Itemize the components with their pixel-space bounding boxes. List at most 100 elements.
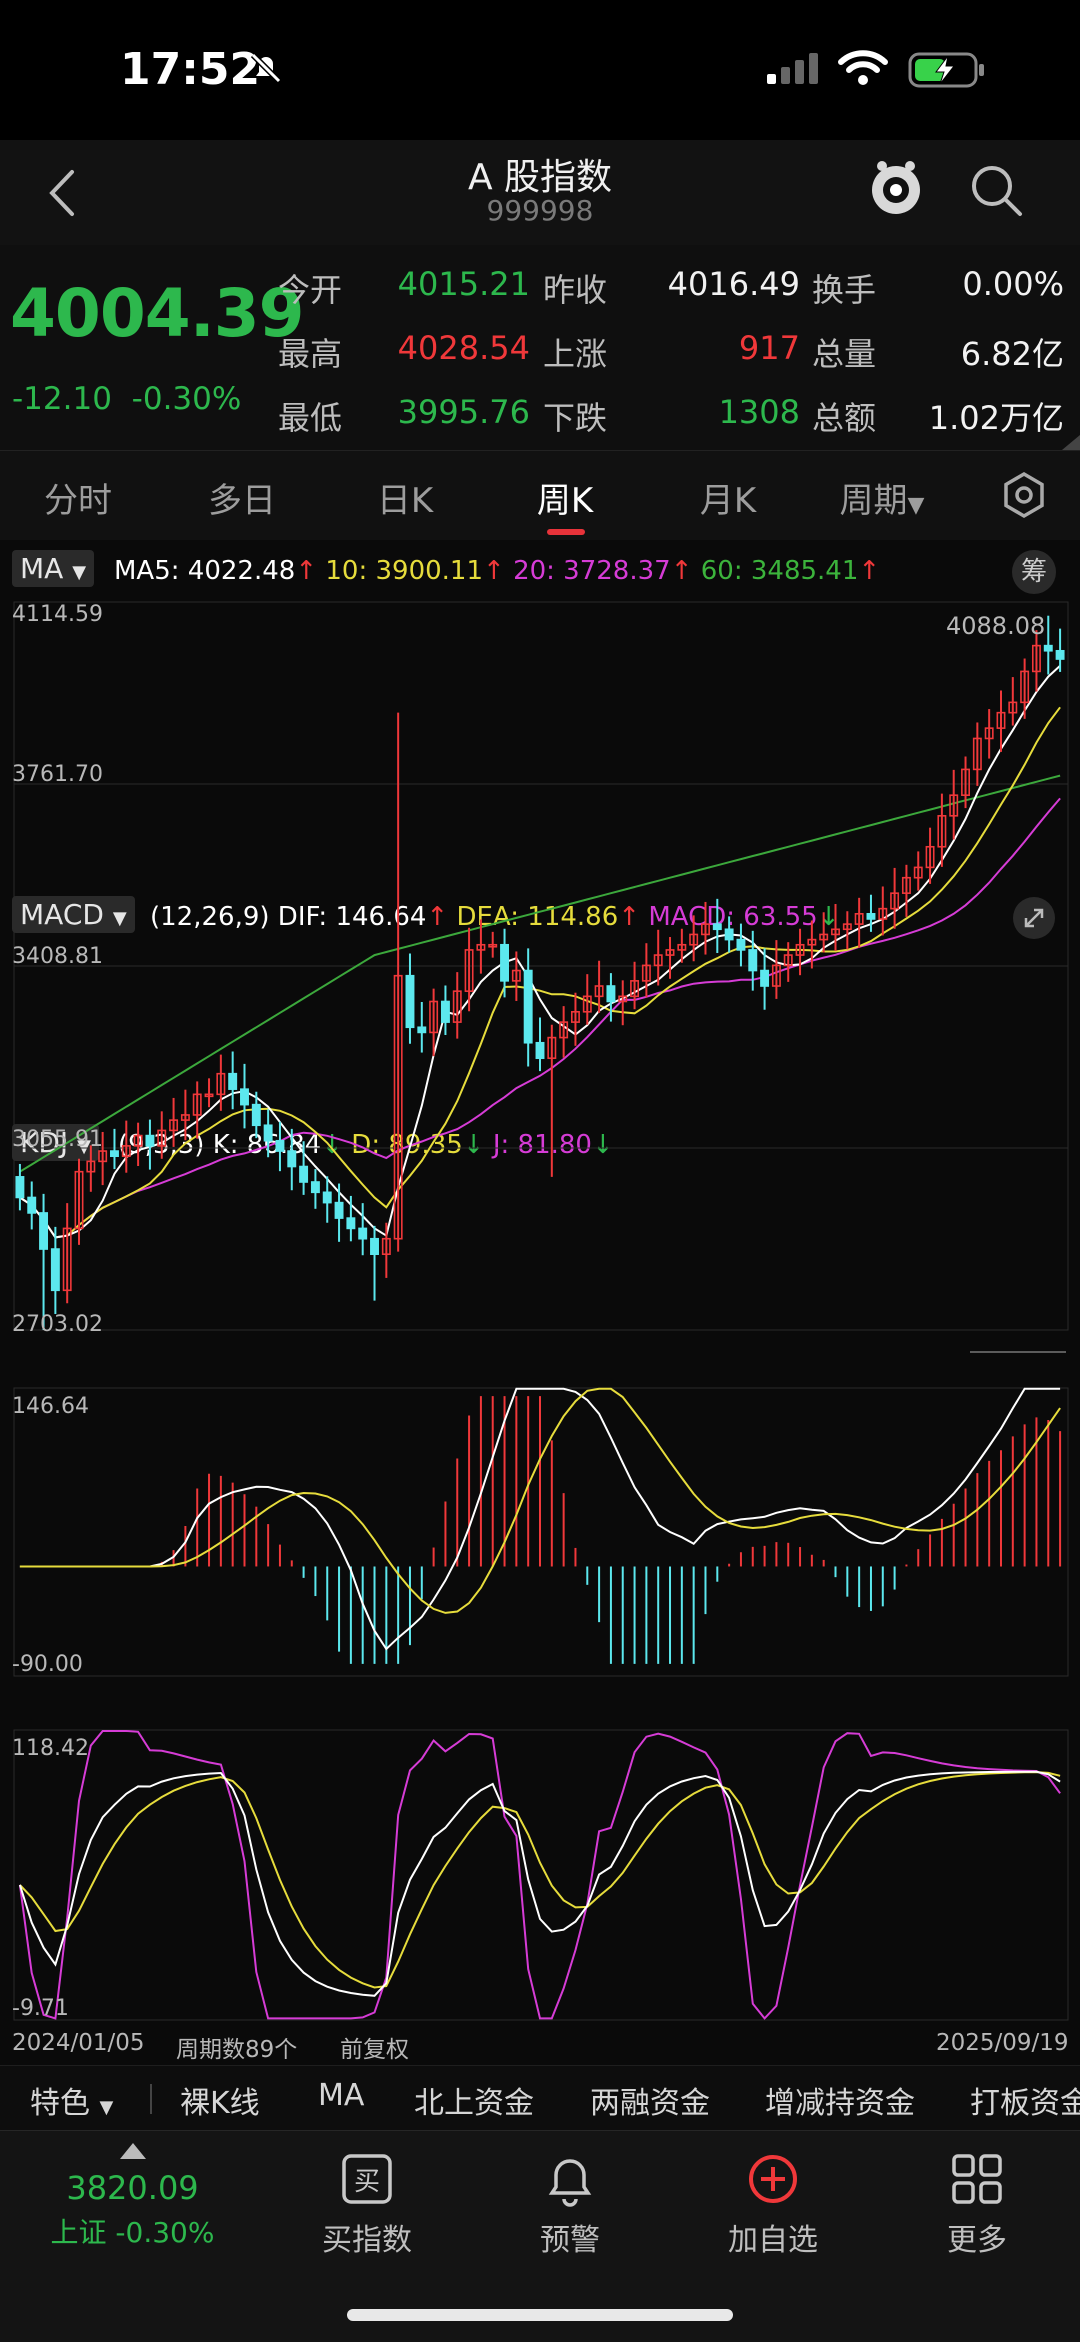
macd-value: MACD: 63.55 bbox=[648, 902, 818, 932]
ma-button[interactable]: MA bbox=[318, 2078, 365, 2113]
adjust-mode: 前复权 bbox=[340, 2037, 409, 2063]
settings-hex-icon[interactable] bbox=[1000, 471, 1048, 523]
candle-body bbox=[996, 711, 1006, 729]
add-watchlist-button[interactable]: 加自选 bbox=[693, 2131, 853, 2281]
macd-selector[interactable]: MACD ▼ bbox=[12, 896, 135, 933]
northbound-funds-button[interactable]: 北上资金 bbox=[414, 2086, 534, 2121]
d-line bbox=[19, 1771, 1061, 1989]
candle-body bbox=[476, 943, 486, 951]
candle-body bbox=[831, 928, 840, 936]
candle-body bbox=[901, 876, 911, 894]
search-icon[interactable] bbox=[968, 162, 1024, 222]
ma10-value: 10: 3900.11 bbox=[325, 556, 483, 586]
candle-body bbox=[110, 1150, 119, 1158]
j-value: J: 81.80 bbox=[492, 1130, 592, 1160]
chip-distribution-button[interactable]: 筹 bbox=[1012, 550, 1056, 594]
candle-body bbox=[192, 1093, 202, 1116]
tab-intraday[interactable]: 分时 bbox=[44, 481, 112, 521]
candle-body bbox=[1055, 649, 1065, 660]
ma60-line bbox=[19, 774, 1061, 1173]
up-arrow-icon: ↑ bbox=[483, 556, 505, 586]
candle-body bbox=[180, 1114, 190, 1121]
candle-body bbox=[842, 923, 852, 931]
dif-line bbox=[19, 1387, 1061, 1651]
tab-period[interactable]: 周期▼ bbox=[822, 473, 942, 522]
candle-body bbox=[50, 1248, 60, 1292]
stat-label: 昨收 bbox=[543, 271, 608, 309]
candle-body bbox=[429, 1000, 439, 1034]
ma-selector[interactable]: MA ▼ bbox=[12, 550, 95, 587]
candle-body bbox=[949, 794, 959, 817]
candle-body bbox=[86, 1160, 96, 1173]
tab-monthly-k[interactable]: 月K bbox=[699, 481, 757, 521]
candle-body bbox=[310, 1181, 320, 1194]
candle-body bbox=[346, 1217, 356, 1230]
tab-weekly-k[interactable]: 周K bbox=[536, 481, 594, 521]
candle-body bbox=[559, 1021, 569, 1039]
candle-body bbox=[157, 1129, 167, 1147]
bell-icon bbox=[544, 2153, 596, 2213]
candle-body bbox=[62, 1227, 72, 1292]
candle-body bbox=[677, 943, 687, 951]
candle-body bbox=[984, 727, 994, 740]
max-price-label: 4088.08 bbox=[946, 612, 1046, 640]
signal-icon bbox=[765, 52, 821, 90]
candle-body bbox=[748, 949, 758, 972]
feature-menu[interactable]: 特色 ▼ bbox=[30, 2078, 113, 2122]
candle-body bbox=[169, 1119, 179, 1132]
holding-change-funds-button[interactable]: 增减持资金 bbox=[765, 2086, 915, 2121]
feature-menu-label: 特色 bbox=[30, 2086, 90, 2121]
candle-body bbox=[381, 1237, 391, 1255]
wifi-icon bbox=[838, 48, 888, 90]
sh-index-label[interactable]: 上证 -0.30% bbox=[50, 2216, 215, 2249]
ma60-value: 60: 3485.41 bbox=[700, 556, 859, 586]
corner-triangle-icon bbox=[1062, 435, 1080, 450]
macd-axis-label: -90.00 bbox=[12, 1652, 83, 1677]
bottom-nav: 3820.09 上证 -0.30% 买 买指数 预警 加自选 更多 bbox=[0, 2130, 1080, 2342]
up-arrow-icon: ↑ bbox=[670, 556, 693, 586]
limit-up-funds-button[interactable]: 打板资金 bbox=[970, 2086, 1080, 2121]
tab-daily-k[interactable]: 日K bbox=[376, 481, 434, 521]
robot-assistant-icon[interactable] bbox=[868, 158, 924, 222]
start-date: 2024/01/05 bbox=[12, 2030, 145, 2056]
tab-multi-day[interactable]: 多日 bbox=[208, 481, 276, 521]
stat-label: 最低 bbox=[278, 399, 343, 437]
candle-body bbox=[417, 1026, 427, 1034]
candle-body bbox=[854, 913, 864, 925]
sh-index-value[interactable]: 3820.09 bbox=[66, 2169, 199, 2207]
candle-body bbox=[133, 1134, 143, 1147]
margin-funds-button[interactable]: 两融资金 bbox=[590, 2086, 710, 2121]
stat-label: 上涨 bbox=[543, 335, 608, 373]
function-bar: 特色 ▼ 裸K线 MA 北上资金 两融资金 增减持资金 打板资金 bbox=[0, 2065, 1080, 2131]
candle-body bbox=[393, 974, 403, 1240]
candle-body bbox=[370, 1237, 379, 1255]
candle-body bbox=[322, 1191, 332, 1204]
macd-selector-label: MACD bbox=[20, 898, 104, 931]
candle-body bbox=[275, 1139, 285, 1152]
period-count: 周期数89个 bbox=[176, 2037, 298, 2063]
down-arrow-icon: ↓ bbox=[462, 1130, 485, 1160]
more-button[interactable]: 更多 bbox=[897, 2131, 1057, 2281]
back-icon[interactable] bbox=[48, 168, 76, 222]
macd-axis-label: 146.64 bbox=[12, 1394, 89, 1419]
top-bar: A 股指数 999998 bbox=[0, 140, 1080, 245]
kdj-axis-label: -9.71 bbox=[12, 1996, 69, 2021]
candle-body bbox=[27, 1196, 37, 1214]
candle-body bbox=[240, 1088, 249, 1106]
price-axis-label: 3055.91 bbox=[12, 1127, 103, 1152]
buy-index-label: 买指数 bbox=[322, 2223, 412, 2258]
dea-line bbox=[19, 1387, 1061, 1614]
candle-body bbox=[145, 1134, 155, 1147]
candle-body bbox=[15, 1176, 25, 1199]
candlestick-chart[interactable] bbox=[0, 540, 1080, 2065]
expand-icon[interactable] bbox=[1012, 896, 1056, 944]
candle-body bbox=[783, 954, 793, 967]
buy-index-button[interactable]: 买 买指数 bbox=[287, 2131, 447, 2281]
kdj-selector[interactable]: KDJ ▼ bbox=[12, 1124, 99, 1161]
candle-body bbox=[618, 995, 628, 1003]
alert-button[interactable]: 预警 bbox=[490, 2131, 650, 2281]
k-line bbox=[18, 1770, 1061, 1997]
naked-k-button[interactable]: 裸K线 bbox=[180, 2086, 260, 2121]
stat-label: 换手 bbox=[812, 271, 877, 309]
divider bbox=[150, 2084, 152, 2114]
